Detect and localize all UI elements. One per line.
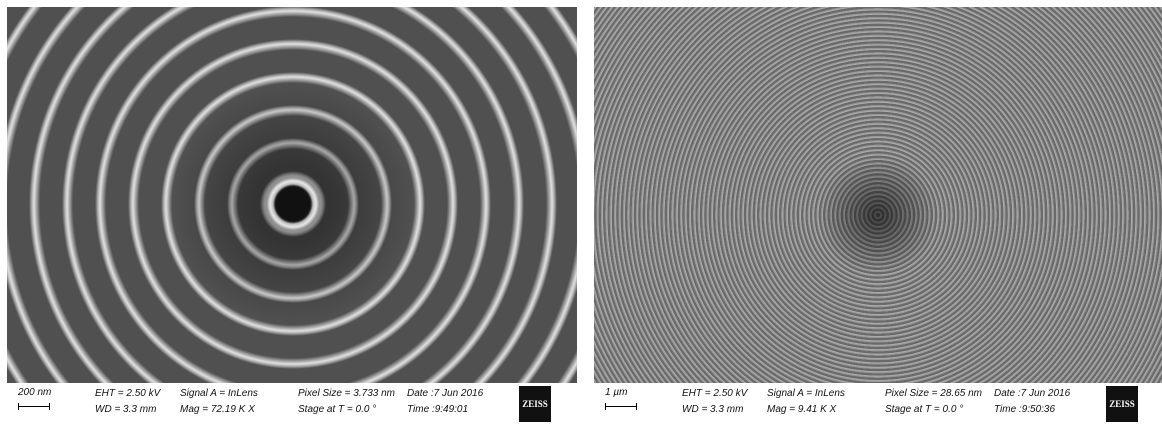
screenshot: 200 nm EHT = 2.50 kV WD = 3.3 mm Signal A =… <box>0 0 1162 433</box>
eht: EHT = 2.50 kV <box>95 388 160 399</box>
eht: EHT = 2.50 kV <box>682 388 747 399</box>
pixel-size: Pixel Size = 3.733 nm <box>298 388 395 399</box>
scale-label: 1 µm <box>605 387 627 398</box>
scale-bar <box>605 403 637 410</box>
scale-label: 200 nm <box>18 387 51 398</box>
scale-bar <box>18 403 50 410</box>
date: Date :7 Jun 2016 <box>407 388 483 399</box>
time: Time :9:49:01 <box>407 404 468 415</box>
wd: WD = 3.3 mm <box>95 404 156 415</box>
date: Date :7 Jun 2016 <box>994 388 1070 399</box>
signal: Signal A = InLens <box>180 388 258 399</box>
sem-panel: 1 µm EHT = 2.50 kV WD = 3.3 mm Signal A = I… <box>594 7 1162 428</box>
wd: WD = 3.3 mm <box>682 404 743 415</box>
sem-image <box>594 7 1162 383</box>
stage: Stage at T = 0.0 ° <box>885 404 963 415</box>
sem-panel: 200 nm EHT = 2.50 kV WD = 3.3 mm Signal A =… <box>7 7 577 428</box>
sem-image <box>7 7 577 383</box>
mag: Mag = 9.41 K X <box>767 404 836 415</box>
pixel-size: Pixel Size = 28.65 nm <box>885 388 982 399</box>
mag: Mag = 72.19 K X <box>180 404 255 415</box>
zeiss-logo: ZEISS <box>519 386 551 422</box>
signal: Signal A = InLens <box>767 388 845 399</box>
zeiss-logo: ZEISS <box>1106 386 1138 422</box>
stage: Stage at T = 0.0 ° <box>298 404 376 415</box>
time: Time :9:50:36 <box>994 404 1055 415</box>
